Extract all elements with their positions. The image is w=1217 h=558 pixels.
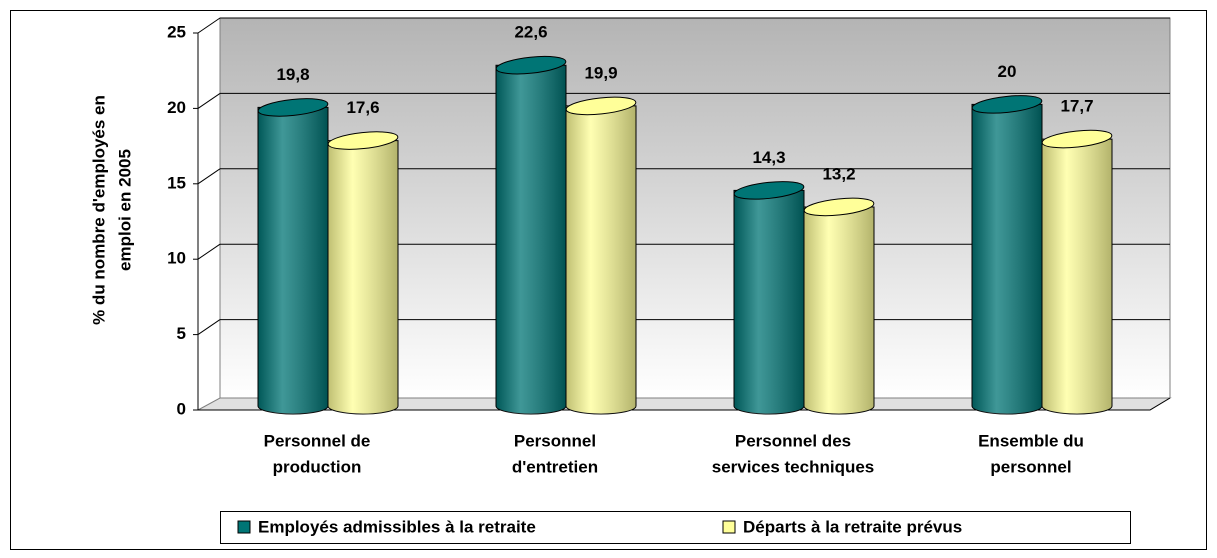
x-tick-label: production (273, 457, 362, 476)
legend-swatch (237, 520, 251, 534)
data-label: 14,3 (752, 148, 785, 167)
data-label: 13,2 (822, 164, 855, 183)
data-label: 20 (998, 62, 1017, 81)
x-tick-label: services techniques (712, 457, 875, 476)
legend-label: Départs à la retraite prévus (743, 517, 962, 536)
x-tick-label: d'entretien (512, 457, 598, 476)
bar-top (1041, 129, 1113, 149)
data-label: 22,6 (514, 23, 547, 42)
x-tick-label: Personnel des (735, 431, 851, 450)
bar-shading (972, 104, 1042, 415)
y-tick-label: 5 (177, 324, 186, 343)
grid-line (197, 17, 221, 34)
bar-top (495, 55, 567, 75)
bar-top (971, 95, 1043, 114)
bar-shading (496, 65, 566, 414)
bar-shading (258, 107, 328, 414)
bar-top (565, 96, 637, 116)
grid-line (197, 319, 221, 336)
bar-shading (804, 206, 874, 414)
y-axis-label: emploi en 2005 (115, 149, 134, 271)
legend (220, 511, 1131, 544)
bar-top (327, 131, 399, 150)
x-tick-label: Ensemble du (978, 431, 1084, 450)
y-tick-label: 15 (167, 173, 186, 192)
x-tick-label: Personnel de (264, 431, 371, 450)
y-tick-label: 10 (167, 249, 186, 268)
y-tick-label: 25 (167, 22, 186, 41)
grid-line (197, 92, 221, 109)
x-tick-label: personnel (990, 457, 1071, 476)
bar-shading (1042, 139, 1112, 415)
y-tick-label: 0 (177, 399, 186, 418)
data-label: 17,7 (1060, 97, 1093, 116)
data-label: 19,8 (276, 65, 309, 84)
bar-top (257, 98, 329, 117)
y-tick-label: 20 (167, 98, 186, 117)
bar-shading (328, 140, 398, 415)
data-label: 17,6 (346, 98, 379, 117)
bar-top (803, 197, 875, 217)
grid-line (197, 168, 221, 185)
bar-shading (566, 105, 636, 415)
legend-swatch (722, 520, 736, 534)
x-tick-label: Personnel (514, 431, 596, 450)
data-label: 19,9 (584, 63, 617, 82)
y-axis-label: % du nombre d'employés en (89, 95, 108, 325)
grid-line (197, 243, 221, 260)
bar-shading (734, 190, 804, 414)
legend-label: Employés admissibles à la retraite (258, 517, 536, 536)
bar-top (733, 181, 805, 200)
